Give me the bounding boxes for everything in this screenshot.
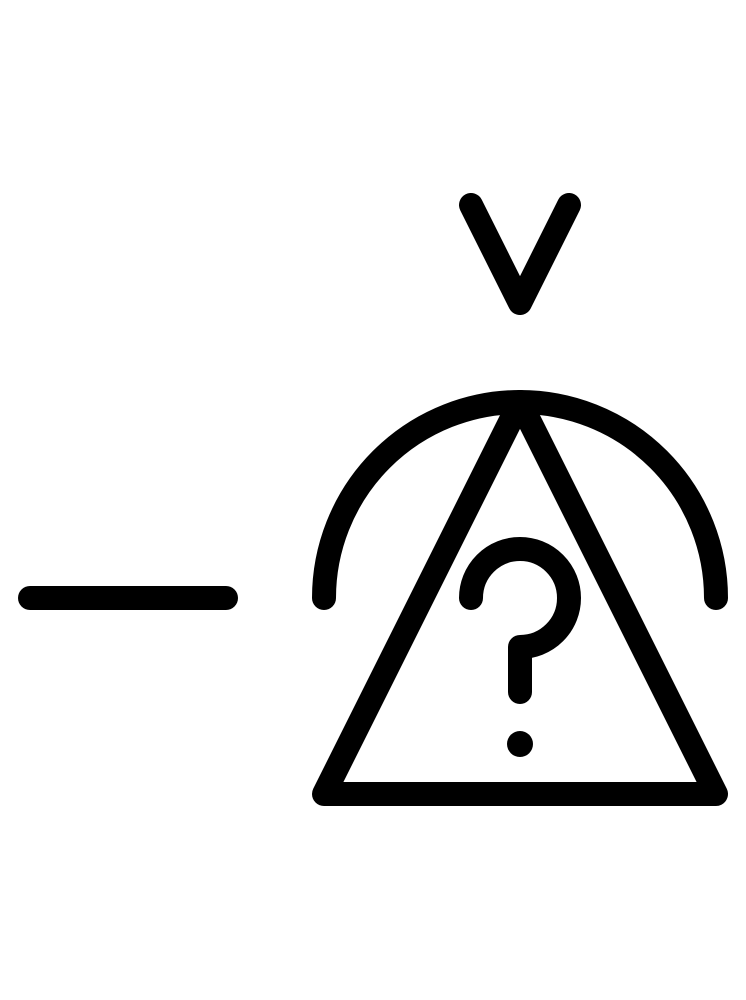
question-mark-hook: [459, 537, 581, 704]
chevron-down-icon: [459, 193, 581, 315]
question-mark-dot: [507, 731, 533, 757]
warning-triangle-icon: [312, 390, 728, 806]
semicircle-arc: [312, 390, 728, 610]
